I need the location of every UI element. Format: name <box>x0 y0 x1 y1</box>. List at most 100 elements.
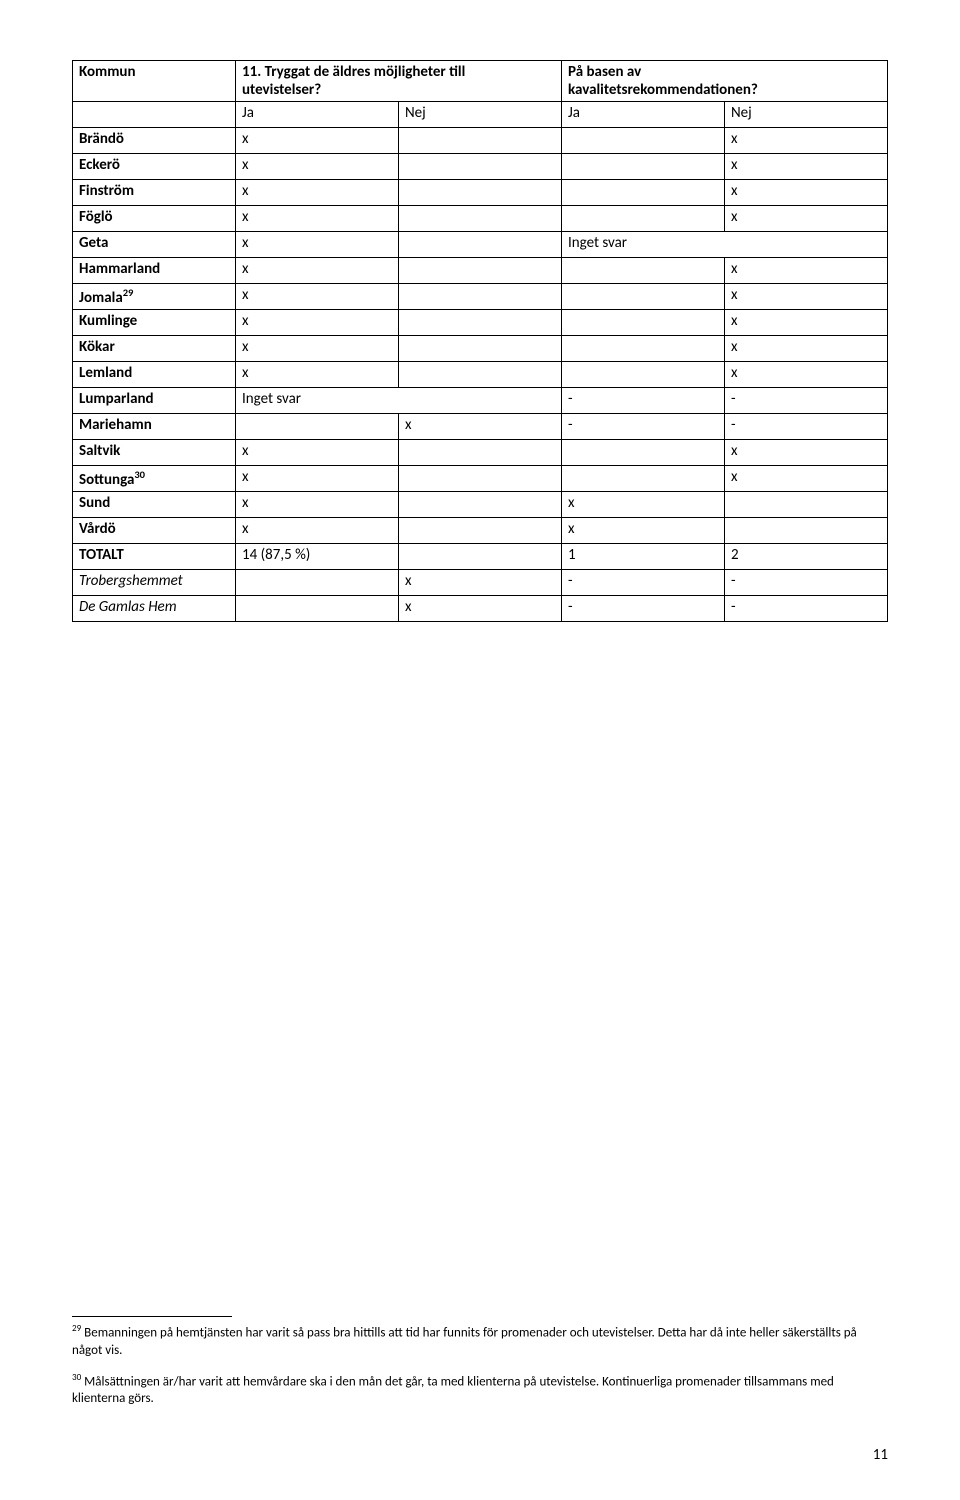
cell <box>725 518 888 544</box>
cell <box>399 336 562 362</box>
row-name: Finström <box>73 180 236 206</box>
subhead-nej1: Nej <box>399 102 562 128</box>
header-kommun: Kommun <box>73 61 236 102</box>
cell: Inget svar <box>562 232 888 258</box>
cell: - <box>725 388 888 414</box>
cell: x <box>725 336 888 362</box>
row-name: Föglö <box>73 206 236 232</box>
cell: x <box>236 440 399 466</box>
cell: x <box>236 362 399 388</box>
cell: x <box>236 518 399 544</box>
row-name: Kumlinge <box>73 310 236 336</box>
cell: x <box>725 466 888 492</box>
table-row: De Gamlas Hemx-- <box>73 596 888 622</box>
cell: x <box>399 570 562 596</box>
cell <box>399 180 562 206</box>
cell <box>562 466 725 492</box>
table-row: Brändöxx <box>73 128 888 154</box>
cell: x <box>236 492 399 518</box>
table-row: TOTALT14 (87,5 %) 12 <box>73 544 888 570</box>
header-q11: 11. Tryggat de äldres möjligheter till u… <box>236 61 562 102</box>
cell <box>399 232 562 258</box>
cell: x <box>236 284 399 310</box>
row-name: Kökar <box>73 336 236 362</box>
table-row: Eckeröxx <box>73 154 888 180</box>
cell <box>562 128 725 154</box>
table-row: Kökarxx <box>73 336 888 362</box>
row-name: Trobergshemmet <box>73 570 236 596</box>
row-name: Eckerö <box>73 154 236 180</box>
cell <box>399 154 562 180</box>
footnote-29: 29 Bemanningen på hemtjänsten har varit … <box>72 1323 888 1359</box>
table-row: Kumlingexx <box>73 310 888 336</box>
cell: x <box>725 258 888 284</box>
table-row: Sottunga30xx <box>73 466 888 492</box>
table-row: Finströmxx <box>73 180 888 206</box>
cell: 1 <box>562 544 725 570</box>
cell: x <box>399 414 562 440</box>
cell <box>562 154 725 180</box>
table-row: Hammarlandxx <box>73 258 888 284</box>
cell <box>399 492 562 518</box>
cell: x <box>725 180 888 206</box>
cell: x <box>725 440 888 466</box>
cell <box>399 206 562 232</box>
header-row-2: Ja Nej Ja Nej <box>73 102 888 128</box>
cell: x <box>236 128 399 154</box>
table-row: GetaxInget svar <box>73 232 888 258</box>
cell <box>236 596 399 622</box>
row-name: Sottunga30 <box>73 466 236 492</box>
cell: Inget svar <box>236 388 562 414</box>
cell: x <box>725 284 888 310</box>
cell <box>399 362 562 388</box>
cell <box>562 206 725 232</box>
cell: 14 (87,5 %) <box>236 544 399 570</box>
cell: x <box>399 596 562 622</box>
cell <box>399 544 562 570</box>
cell <box>399 466 562 492</box>
cell <box>399 518 562 544</box>
cell <box>562 440 725 466</box>
cell <box>562 284 725 310</box>
cell: x <box>236 310 399 336</box>
table-row: Sundxx <box>73 492 888 518</box>
cell: - <box>562 596 725 622</box>
header-row-1: Kommun 11. Tryggat de äldres möjligheter… <box>73 61 888 102</box>
footnote-30: 30 Målsättningen är/har varit att hemvår… <box>72 1372 888 1408</box>
row-name: Lumparland <box>73 388 236 414</box>
cell: x <box>236 466 399 492</box>
cell: - <box>562 570 725 596</box>
row-name: Brändö <box>73 128 236 154</box>
cell <box>562 180 725 206</box>
subhead-nej2: Nej <box>725 102 888 128</box>
subhead-ja2: Ja <box>562 102 725 128</box>
table-body: BrändöxxEckeröxxFinströmxxFöglöxxGetaxIn… <box>73 128 888 622</box>
table-row: LumparlandInget svar-- <box>73 388 888 414</box>
table-row: Jomala29xx <box>73 284 888 310</box>
cell: x <box>725 128 888 154</box>
cell: - <box>562 414 725 440</box>
cell: x <box>236 180 399 206</box>
row-name: Saltvik <box>73 440 236 466</box>
cell: x <box>236 206 399 232</box>
row-name: Hammarland <box>73 258 236 284</box>
cell: - <box>725 414 888 440</box>
cell <box>399 258 562 284</box>
cell <box>725 492 888 518</box>
cell: - <box>725 570 888 596</box>
cell: x <box>725 362 888 388</box>
cell <box>399 128 562 154</box>
table-row: Vårdöxx <box>73 518 888 544</box>
row-name: De Gamlas Hem <box>73 596 236 622</box>
header-basis: På basen av kavalitetsrekommendationen? <box>562 61 888 102</box>
cell <box>236 414 399 440</box>
table-row: Saltvikxx <box>73 440 888 466</box>
row-name: Geta <box>73 232 236 258</box>
cell: 2 <box>725 544 888 570</box>
cell: x <box>236 336 399 362</box>
row-name: Sund <box>73 492 236 518</box>
table-row: Lemlandxx <box>73 362 888 388</box>
row-name: TOTALT <box>73 544 236 570</box>
cell: - <box>562 388 725 414</box>
footnote-rule <box>72 1316 232 1317</box>
